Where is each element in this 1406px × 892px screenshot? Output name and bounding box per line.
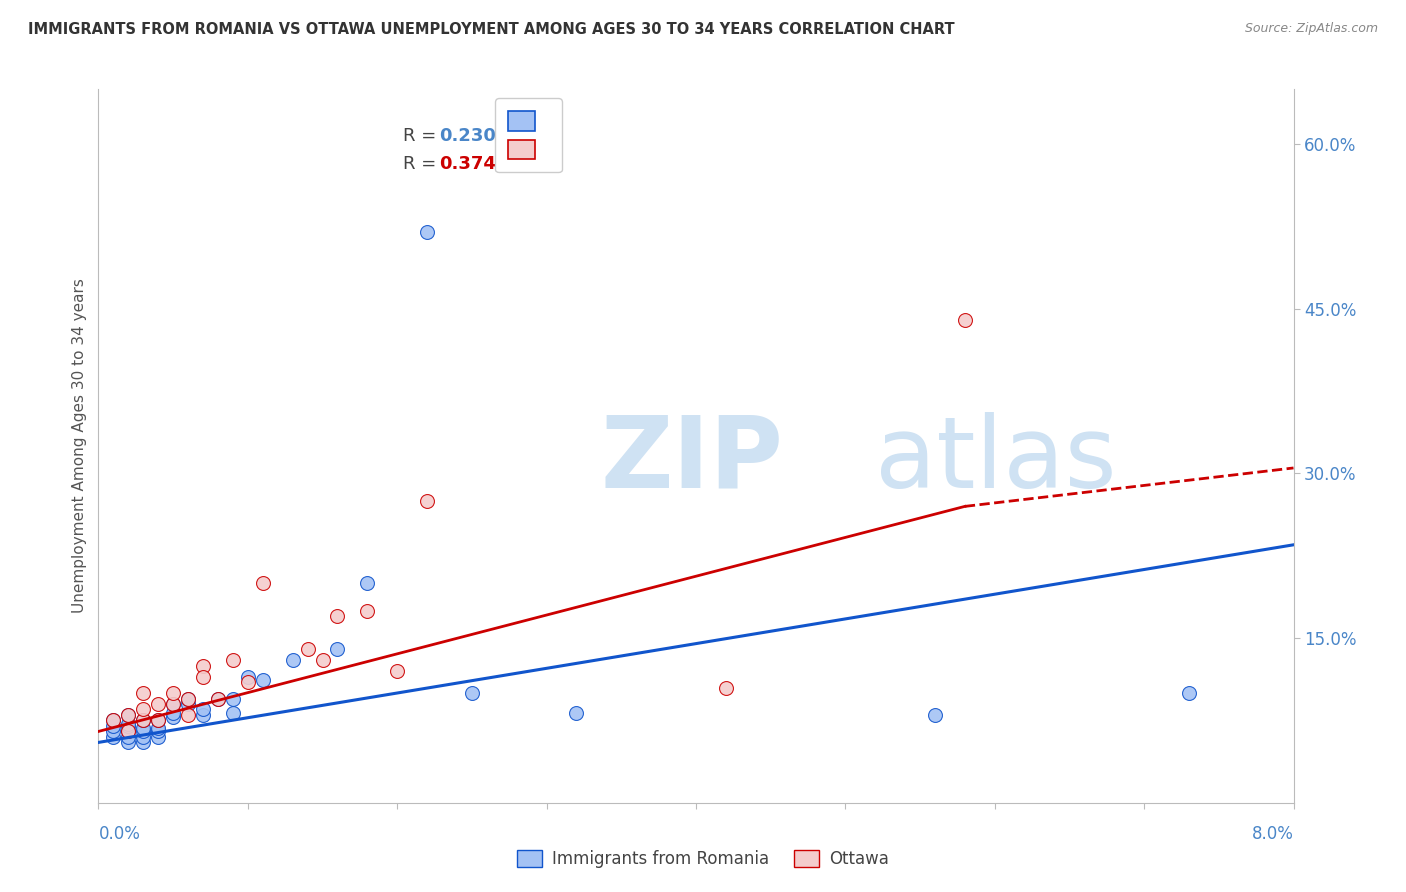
Point xyxy=(162,686,184,700)
Point xyxy=(132,730,155,744)
Text: 0.374: 0.374 xyxy=(439,155,496,173)
Point xyxy=(222,706,245,720)
Point xyxy=(252,576,274,591)
Point xyxy=(177,697,200,711)
Point xyxy=(148,714,170,728)
Text: Source: ZipAtlas.com: Source: ZipAtlas.com xyxy=(1244,22,1378,36)
Text: ZIP: ZIP xyxy=(600,412,783,508)
Point xyxy=(148,697,170,711)
Point xyxy=(461,686,484,700)
Text: IMMIGRANTS FROM ROMANIA VS OTTAWA UNEMPLOYMENT AMONG AGES 30 TO 34 YEARS CORRELA: IMMIGRANTS FROM ROMANIA VS OTTAWA UNEMPL… xyxy=(28,22,955,37)
Text: R =: R = xyxy=(404,155,441,173)
Point xyxy=(117,708,139,723)
Point xyxy=(1178,686,1201,700)
Text: 26: 26 xyxy=(526,155,551,173)
Point xyxy=(132,686,155,700)
Point xyxy=(416,225,439,239)
Point xyxy=(207,691,229,706)
Point xyxy=(281,653,304,667)
Point xyxy=(222,653,245,667)
Legend: Immigrants from Romania, Ottawa: Immigrants from Romania, Ottawa xyxy=(510,843,896,875)
Point xyxy=(162,710,184,724)
Point xyxy=(191,702,214,716)
Text: 0.230: 0.230 xyxy=(439,127,496,145)
Point xyxy=(177,708,200,723)
Point xyxy=(565,706,588,720)
Point xyxy=(117,735,139,749)
Point xyxy=(236,675,259,690)
Point xyxy=(222,691,245,706)
Point xyxy=(356,576,378,591)
Point xyxy=(117,730,139,744)
Text: N =: N = xyxy=(486,127,538,145)
Point xyxy=(177,691,200,706)
Point xyxy=(252,673,274,687)
Point xyxy=(132,714,155,728)
Point xyxy=(162,706,184,720)
Point xyxy=(162,697,184,711)
Point xyxy=(416,494,439,508)
Point xyxy=(117,724,139,739)
Point xyxy=(132,724,155,739)
Text: atlas: atlas xyxy=(875,412,1116,508)
Text: N =: N = xyxy=(486,155,538,173)
Point xyxy=(132,735,155,749)
Legend: , : , xyxy=(495,98,562,172)
Point xyxy=(311,653,333,667)
Point xyxy=(103,714,125,728)
Point xyxy=(148,730,170,744)
Point xyxy=(148,714,170,728)
Point xyxy=(191,708,214,723)
Point xyxy=(207,691,229,706)
Point xyxy=(162,697,184,711)
Point xyxy=(103,724,125,739)
Point xyxy=(117,724,139,739)
Point xyxy=(326,642,349,657)
Point xyxy=(326,609,349,624)
Point xyxy=(117,719,139,733)
Text: 8.0%: 8.0% xyxy=(1251,825,1294,843)
Point xyxy=(148,721,170,735)
Point xyxy=(297,642,319,657)
Point xyxy=(132,714,155,728)
Point xyxy=(356,604,378,618)
Text: 39: 39 xyxy=(526,127,551,145)
Point xyxy=(117,716,139,731)
Point xyxy=(177,691,200,706)
Point xyxy=(148,724,170,739)
Point xyxy=(103,719,125,733)
Point xyxy=(103,730,125,744)
Point xyxy=(385,664,409,678)
Point xyxy=(132,702,155,716)
Point xyxy=(953,312,976,326)
Point xyxy=(191,658,214,673)
Text: 0.0%: 0.0% xyxy=(98,825,141,843)
Point xyxy=(117,708,139,723)
Point xyxy=(103,714,125,728)
Y-axis label: Unemployment Among Ages 30 to 34 years: Unemployment Among Ages 30 to 34 years xyxy=(72,278,87,614)
Text: R =: R = xyxy=(404,127,441,145)
Point xyxy=(924,708,946,723)
Point xyxy=(714,681,737,695)
Point xyxy=(191,669,214,683)
Point xyxy=(132,721,155,735)
Point xyxy=(236,669,259,683)
